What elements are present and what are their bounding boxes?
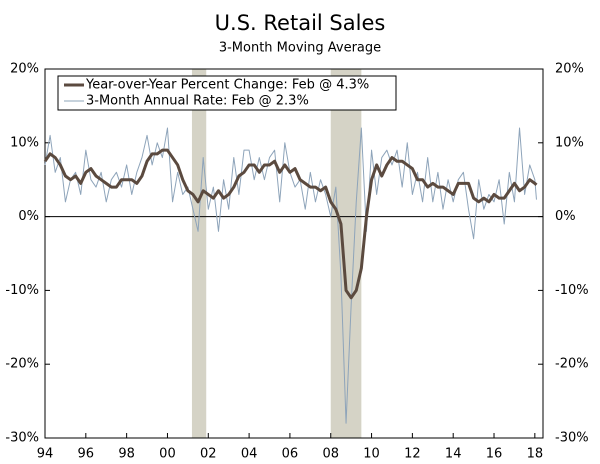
legend-box (57, 75, 397, 111)
x-tick-label: 12 (404, 447, 421, 462)
x-tick-label: 96 (78, 447, 95, 462)
x-tick-label: 00 (159, 447, 176, 462)
y2-tick-label: 20% (555, 62, 584, 77)
y-tick-label: 0% (18, 209, 39, 224)
y-tick-label: 20% (10, 62, 39, 77)
x-tick-label: 02 (200, 447, 217, 462)
y-tick-label: -10% (5, 283, 39, 298)
chart-title: U.S. Retail Sales (215, 11, 386, 35)
y2-tick-label: 10% (555, 135, 584, 150)
x-tick-label: 16 (486, 447, 503, 462)
y-tick-label: -30% (5, 431, 39, 446)
x-tick-label: 08 (322, 447, 339, 462)
recession-band (191, 69, 207, 438)
x-tick-label: 98 (118, 447, 135, 462)
x-tick-label: 10 (363, 447, 380, 462)
y2-tick-label: -20% (555, 357, 589, 372)
legend-label: 3-Month Annual Rate: Feb @ 2.3% (86, 94, 309, 109)
plot-frame (44, 68, 544, 439)
chart-subtitle: 3-Month Moving Average (219, 41, 381, 56)
x-tick-label: 94 (37, 447, 54, 462)
series-line (43, 148, 538, 300)
x-tick-label: 18 (527, 447, 544, 462)
legend-label: Year-over-Year Percent Change: Feb @ 4.3… (85, 78, 369, 93)
y-tick-label: 10% (10, 135, 39, 150)
x-tick-label: 06 (282, 447, 299, 462)
y-tick-label: -20% (5, 357, 39, 372)
recession-band (330, 69, 362, 438)
y2-tick-label: -30% (555, 431, 589, 446)
y2-tick-label: -10% (555, 283, 589, 298)
x-tick-label: 04 (241, 447, 258, 462)
y2-tick-label: 0% (555, 209, 576, 224)
x-tick-label: 14 (445, 447, 462, 462)
